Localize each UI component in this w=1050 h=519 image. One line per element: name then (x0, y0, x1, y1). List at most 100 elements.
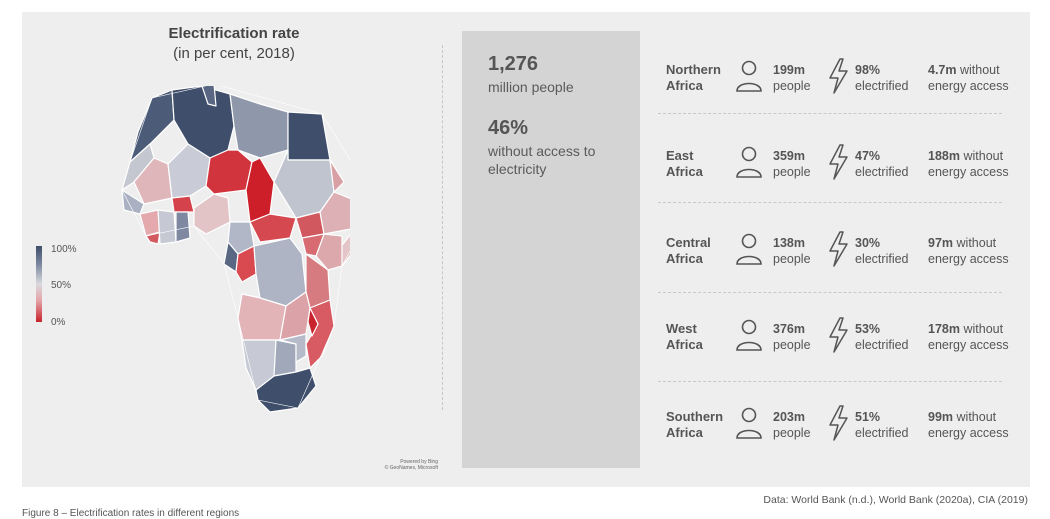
electrified-word: electrified (855, 165, 909, 179)
no-access-value: 188m (928, 149, 960, 163)
electrified-word: electrified (855, 79, 909, 93)
region-row: Central Africa 138m people 30% electrified 97m… (665, 231, 1025, 285)
lightning-bolt-icon (827, 405, 849, 441)
no-access-value: 4.7m (928, 63, 957, 77)
map-credit-line2: © GeoNames, Microsoft (384, 465, 438, 471)
electrified-cell: 98% electrified (855, 62, 909, 94)
region-name-line2: Africa (666, 78, 703, 93)
region-guinea (139, 209, 161, 237)
share-value: 46% (488, 117, 529, 139)
share-label: without access to electricity (488, 143, 596, 177)
region-name-line2: Africa (666, 164, 703, 179)
electrified-cell: 51% electrified (855, 409, 909, 441)
people-word: people (773, 165, 811, 179)
person-icon (735, 407, 763, 439)
no-access-cell: 178m without energy access (928, 321, 1009, 353)
region-ghana (175, 211, 191, 243)
population-value: 138m (773, 236, 805, 250)
region-name: Southern Africa (666, 409, 736, 441)
region-row: West Africa 376m people 53% electrified 178m w… (665, 317, 1025, 371)
population-value: 359m (773, 149, 805, 163)
no-access-cell: 99m without energy access (928, 409, 1009, 441)
data-source: Data: World Bank (n.d.), World Bank (202… (763, 494, 1028, 506)
region-nigeria (193, 193, 231, 235)
people-word: people (773, 426, 811, 440)
region-name-line2: Africa (666, 251, 703, 266)
population-cell: 199m people (773, 62, 811, 94)
without-word: without (956, 410, 997, 424)
people-word: people (773, 338, 811, 352)
vertical-divider (442, 45, 443, 410)
population-cell: 376m people (773, 321, 811, 353)
region-zimbabwe (279, 333, 307, 363)
electrified-value: 53% (855, 322, 881, 336)
africa-choropleth-map (121, 86, 350, 413)
electrified-cell: 30% electrified (855, 235, 909, 267)
row-divider (658, 292, 1002, 293)
region-uganda (301, 233, 325, 257)
electrified-value: 47% (855, 149, 881, 163)
region-algeria (171, 86, 235, 159)
electrified-cell: 47% electrified (855, 148, 909, 180)
region-cote-divoire (157, 209, 177, 245)
region-egypt (287, 111, 331, 161)
region-row: Southern Africa 203m people 51% electrified 99… (665, 405, 1025, 459)
no-access-value: 178m (928, 322, 960, 336)
region-name-line1: East (666, 148, 694, 163)
energy-access-word: energy access (928, 426, 1009, 440)
people-word: people (773, 252, 811, 266)
region-car (249, 213, 297, 243)
energy-access-word: energy access (928, 252, 1009, 266)
region-chad (245, 157, 275, 223)
people-word: people (773, 79, 811, 93)
person-icon (735, 233, 763, 265)
figure-caption: Figure 8 – Electrification rates in diff… (22, 508, 240, 519)
electrified-value: 30% (855, 236, 881, 250)
map-subtitle: (in per cent, 2018) (173, 45, 295, 62)
region-name-line1: Central (666, 235, 711, 250)
without-word: without (963, 149, 1004, 163)
electrified-value: 98% (855, 63, 881, 77)
region-name: East Africa (666, 148, 736, 180)
population-cell: 359m people (773, 148, 811, 180)
region-name-line2: Africa (666, 337, 703, 352)
region-name: West Africa (666, 321, 736, 353)
no-access-cell: 188m without energy access (928, 148, 1009, 180)
row-divider (658, 202, 1002, 203)
lightning-bolt-icon (827, 317, 849, 353)
no-access-value: 99m (928, 410, 954, 424)
region-name-line1: Northern (666, 62, 721, 77)
row-divider (658, 113, 1002, 114)
region-row: Northern Africa 199m people 98% electrified 4.… (665, 58, 1025, 112)
map-credit: Powered by Bing © GeoNames, Microsoft (340, 459, 438, 471)
people-label: million people (488, 79, 574, 95)
electrified-value: 51% (855, 410, 881, 424)
lightning-bolt-icon (827, 231, 849, 267)
electrified-cell: 53% electrified (855, 321, 909, 353)
without-word: without (963, 322, 1004, 336)
electrified-word: electrified (855, 252, 909, 266)
population-cell: 138m people (773, 235, 811, 267)
population-value: 203m (773, 410, 805, 424)
population-value: 199m (773, 63, 805, 77)
legend-label-bottom: 0% (51, 317, 66, 328)
legend-label-mid: 50% (51, 280, 72, 291)
region-row: East Africa 359m people 47% electrified 188m w… (665, 144, 1025, 198)
electrified-word: electrified (855, 426, 909, 440)
region-name: Central Africa (666, 235, 736, 267)
energy-access-word: energy access (928, 338, 1009, 352)
energy-access-word: energy access (928, 79, 1009, 93)
person-icon (735, 146, 763, 178)
region-botswana (273, 339, 297, 377)
summary-box: 1,276 million people 46% without access … (462, 31, 640, 468)
energy-access-word: energy access (928, 165, 1009, 179)
legend-label-top: 100% (51, 244, 77, 255)
without-word: without (956, 236, 997, 250)
region-name-line1: West (666, 321, 697, 336)
map-credit-line1: Powered by Bing (400, 459, 438, 465)
region-name-line2: Africa (666, 425, 703, 440)
no-access-cell: 4.7m without energy access (928, 62, 1009, 94)
people-value: 1,276 (488, 53, 539, 75)
person-icon (735, 319, 763, 351)
electrified-word: electrified (855, 338, 909, 352)
